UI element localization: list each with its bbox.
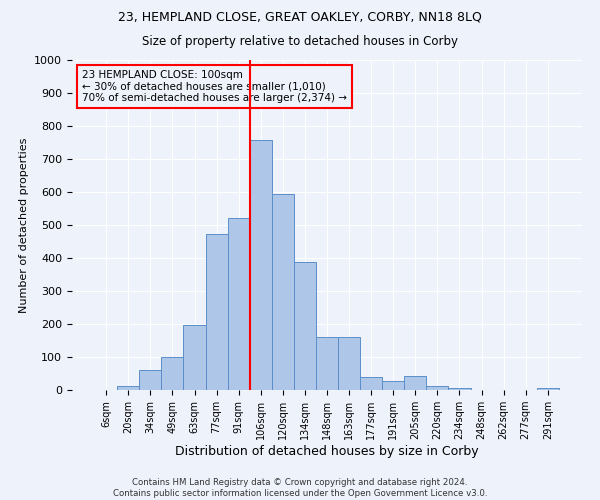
Text: 23, HEMPLAND CLOSE, GREAT OAKLEY, CORBY, NN18 8LQ: 23, HEMPLAND CLOSE, GREAT OAKLEY, CORBY,… — [118, 10, 482, 23]
Bar — [184, 325, 206, 390]
Text: Contains HM Land Registry data © Crown copyright and database right 2024.
Contai: Contains HM Land Registry data © Crown c… — [113, 478, 487, 498]
Bar — [206, 234, 227, 390]
Bar — [537, 388, 559, 390]
Bar — [250, 140, 272, 390]
Bar — [227, 218, 250, 390]
Text: 23 HEMPLAND CLOSE: 100sqm
← 30% of detached houses are smaller (1,010)
70% of se: 23 HEMPLAND CLOSE: 100sqm ← 30% of detac… — [82, 70, 347, 103]
Bar — [338, 337, 360, 390]
Bar — [161, 357, 184, 390]
Bar — [117, 386, 139, 390]
Bar — [427, 386, 448, 390]
Bar — [382, 381, 404, 390]
Bar — [360, 377, 382, 390]
Bar — [272, 194, 294, 390]
Bar — [316, 337, 338, 390]
Y-axis label: Number of detached properties: Number of detached properties — [19, 138, 29, 312]
Bar — [404, 376, 427, 390]
X-axis label: Distribution of detached houses by size in Corby: Distribution of detached houses by size … — [175, 445, 479, 458]
Text: Size of property relative to detached houses in Corby: Size of property relative to detached ho… — [142, 35, 458, 48]
Bar — [448, 388, 470, 390]
Bar — [294, 262, 316, 390]
Bar — [139, 370, 161, 390]
